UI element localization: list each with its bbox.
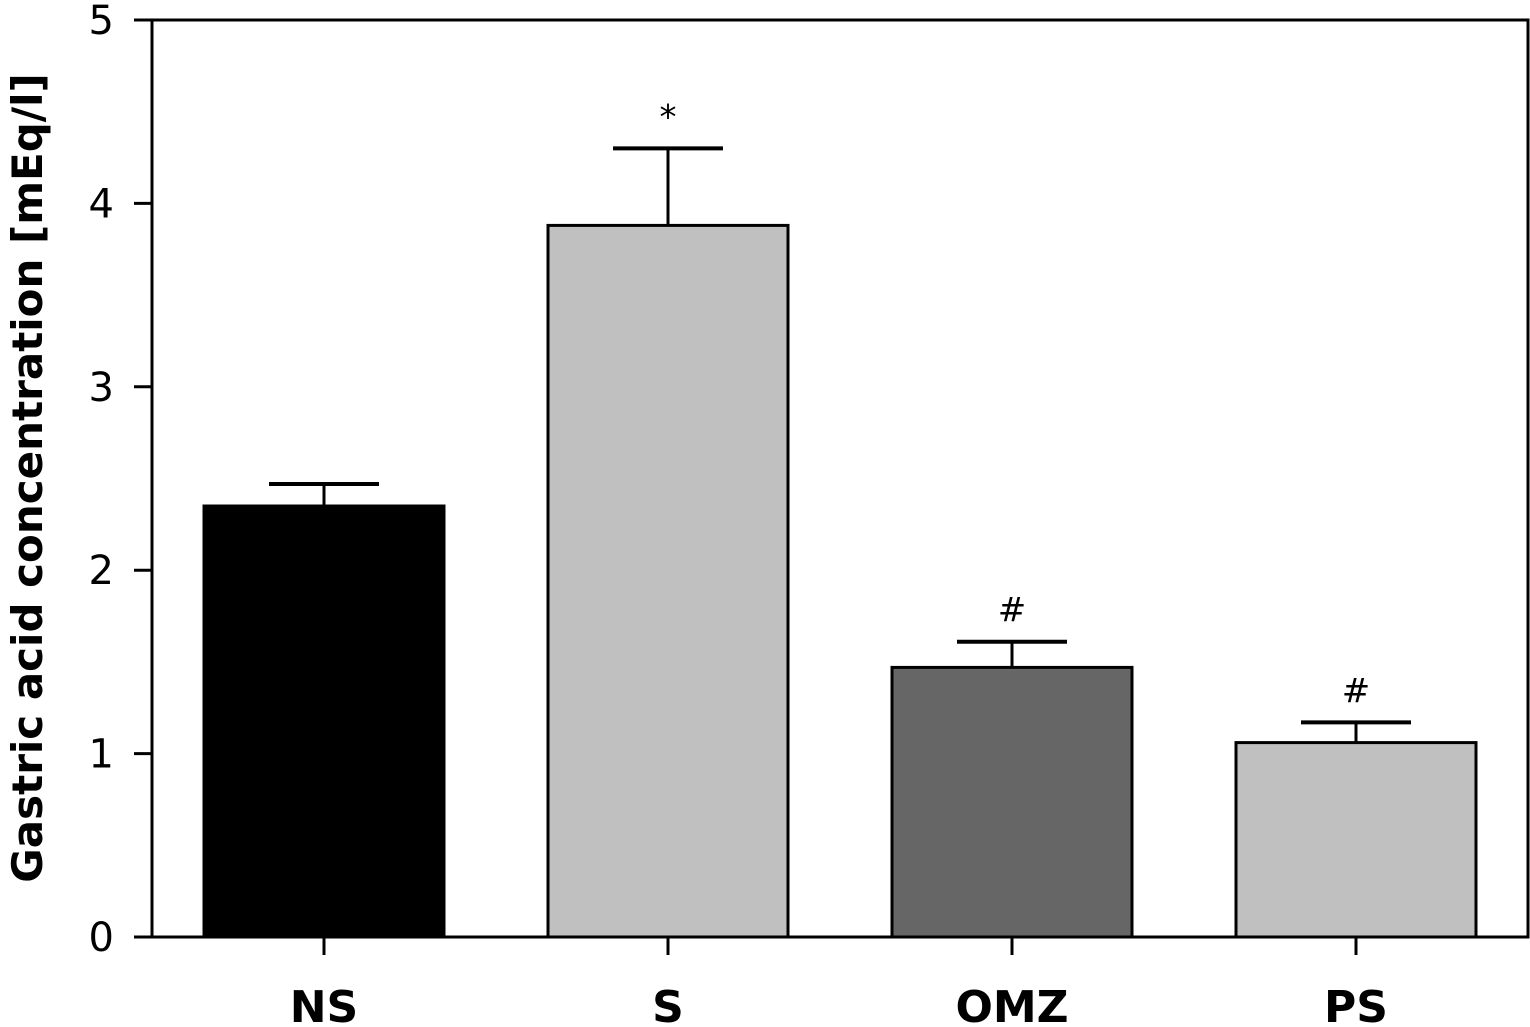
bars-group: * # #: [202, 97, 1478, 939]
x-tick-label-ns: NS: [290, 982, 359, 1027]
significance-marker-ps: #: [1342, 671, 1371, 711]
significance-marker-omz: #: [998, 591, 1027, 631]
y-tick-label: 5: [89, 0, 114, 44]
x-tick-label-s: S: [652, 982, 684, 1027]
y-tick-label: 2: [89, 548, 114, 594]
bar-ps: [1234, 741, 1478, 939]
bar-omz: [890, 665, 1134, 939]
plot-frame: [150, 18, 1530, 939]
y-axis-label: Gastric acid concentration [mEq/l]: [3, 73, 52, 882]
x-tick-label-omz: OMZ: [955, 982, 1068, 1027]
x-tick-label-ps: PS: [1324, 982, 1388, 1027]
y-tick-label: 4: [89, 181, 114, 227]
x-axis: NS S OMZ PS: [290, 937, 1388, 1027]
y-tick-label: 3: [89, 365, 114, 411]
significance-marker-s: *: [660, 97, 677, 137]
bar-s: [546, 223, 790, 939]
bar-ns: [202, 504, 446, 939]
y-axis: 0 1 2 3 4 5: [89, 0, 152, 961]
y-tick-label: 1: [89, 732, 114, 778]
y-tick-label: 0: [89, 915, 114, 961]
